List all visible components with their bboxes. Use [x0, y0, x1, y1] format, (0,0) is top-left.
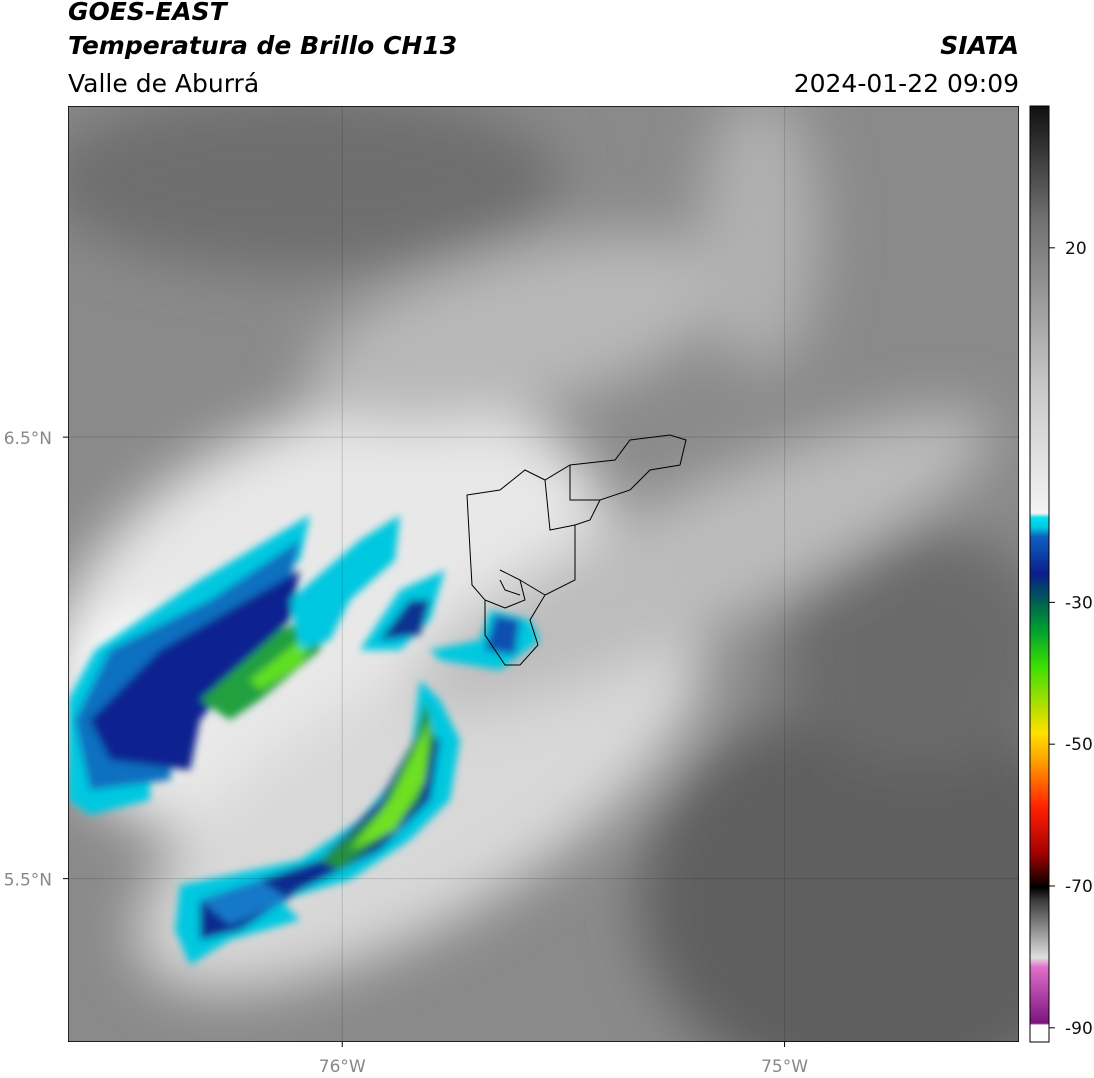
colorbar-tick-label: -50 — [1065, 735, 1093, 755]
lat-tick-label: 6.5°N — [4, 429, 52, 449]
lon-tick-label: 75°W — [761, 1057, 808, 1077]
product-title: Temperatura de Brillo CH13 — [68, 31, 457, 60]
colorbar-tick-label: 20 — [1065, 239, 1087, 259]
satellite-image — [68, 106, 1019, 1042]
colorbar-tick-label: -70 — [1065, 877, 1093, 897]
colorbar — [1029, 105, 1050, 1043]
lat-tick-label: 5.5°N — [4, 871, 52, 891]
datetime-label: 2024-01-22 09:09 — [794, 69, 1019, 98]
region-label: Valle de Aburrá — [68, 69, 259, 98]
agency-label: SIATA — [940, 31, 1019, 60]
municipal-boundaries — [466, 434, 687, 666]
lon-tick-label: 76°W — [319, 1057, 366, 1077]
colorbar-tick-label: -30 — [1065, 593, 1093, 613]
colorbar-tick-label: -90 — [1065, 1019, 1093, 1039]
satellite-title: GOES-EAST — [68, 0, 229, 26]
